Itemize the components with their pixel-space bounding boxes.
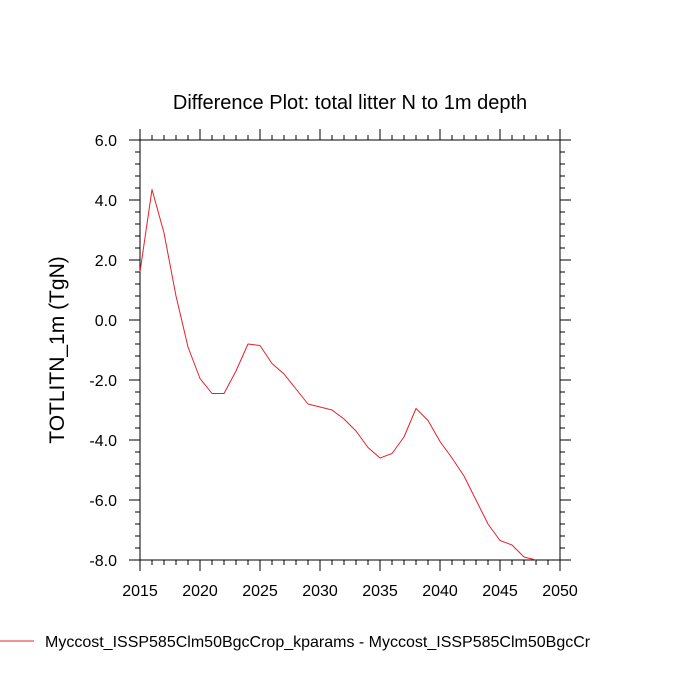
chart-title: Difference Plot: total litter N to 1m de… <box>173 92 527 114</box>
y-tick-label: -6.0 <box>89 493 117 510</box>
y-axis-label: TOTLITN_1m (TgN) <box>46 256 69 443</box>
axis-ticks <box>129 129 571 571</box>
y-tick-label: 4.0 <box>95 193 117 210</box>
axis-tick-labels: 2015 2020 2025 2030 2035 2040 2045 2050 6.0 4.0 2.… <box>89 133 577 600</box>
y-tick-label: -8.0 <box>89 553 117 570</box>
y-tick-label: 2.0 <box>95 253 117 270</box>
x-tick-label: 2045 <box>482 583 518 600</box>
x-tick-label: 2015 <box>122 583 158 600</box>
legend: Myccost_ISSP585Clm50BgcCrop_kparams - My… <box>0 634 591 651</box>
y-tick-label: 0.0 <box>95 313 117 330</box>
x-tick-label: 2035 <box>362 583 398 600</box>
series-layer <box>139 189 537 561</box>
y-tick-label: -4.0 <box>89 433 117 450</box>
x-tick-label: 2050 <box>542 583 578 600</box>
y-tick-label: -2.0 <box>89 373 117 390</box>
plot-frame <box>139 139 561 561</box>
legend-label: Myccost_ISSP585Clm50BgcCrop_kparams - My… <box>45 634 591 651</box>
x-tick-label: 2025 <box>242 583 278 600</box>
x-tick-label: 2030 <box>302 583 338 600</box>
x-tick-label: 2020 <box>182 583 218 600</box>
x-tick-label: 2040 <box>422 583 458 600</box>
y-tick-label: 6.0 <box>95 133 117 150</box>
series-line <box>139 189 537 561</box>
